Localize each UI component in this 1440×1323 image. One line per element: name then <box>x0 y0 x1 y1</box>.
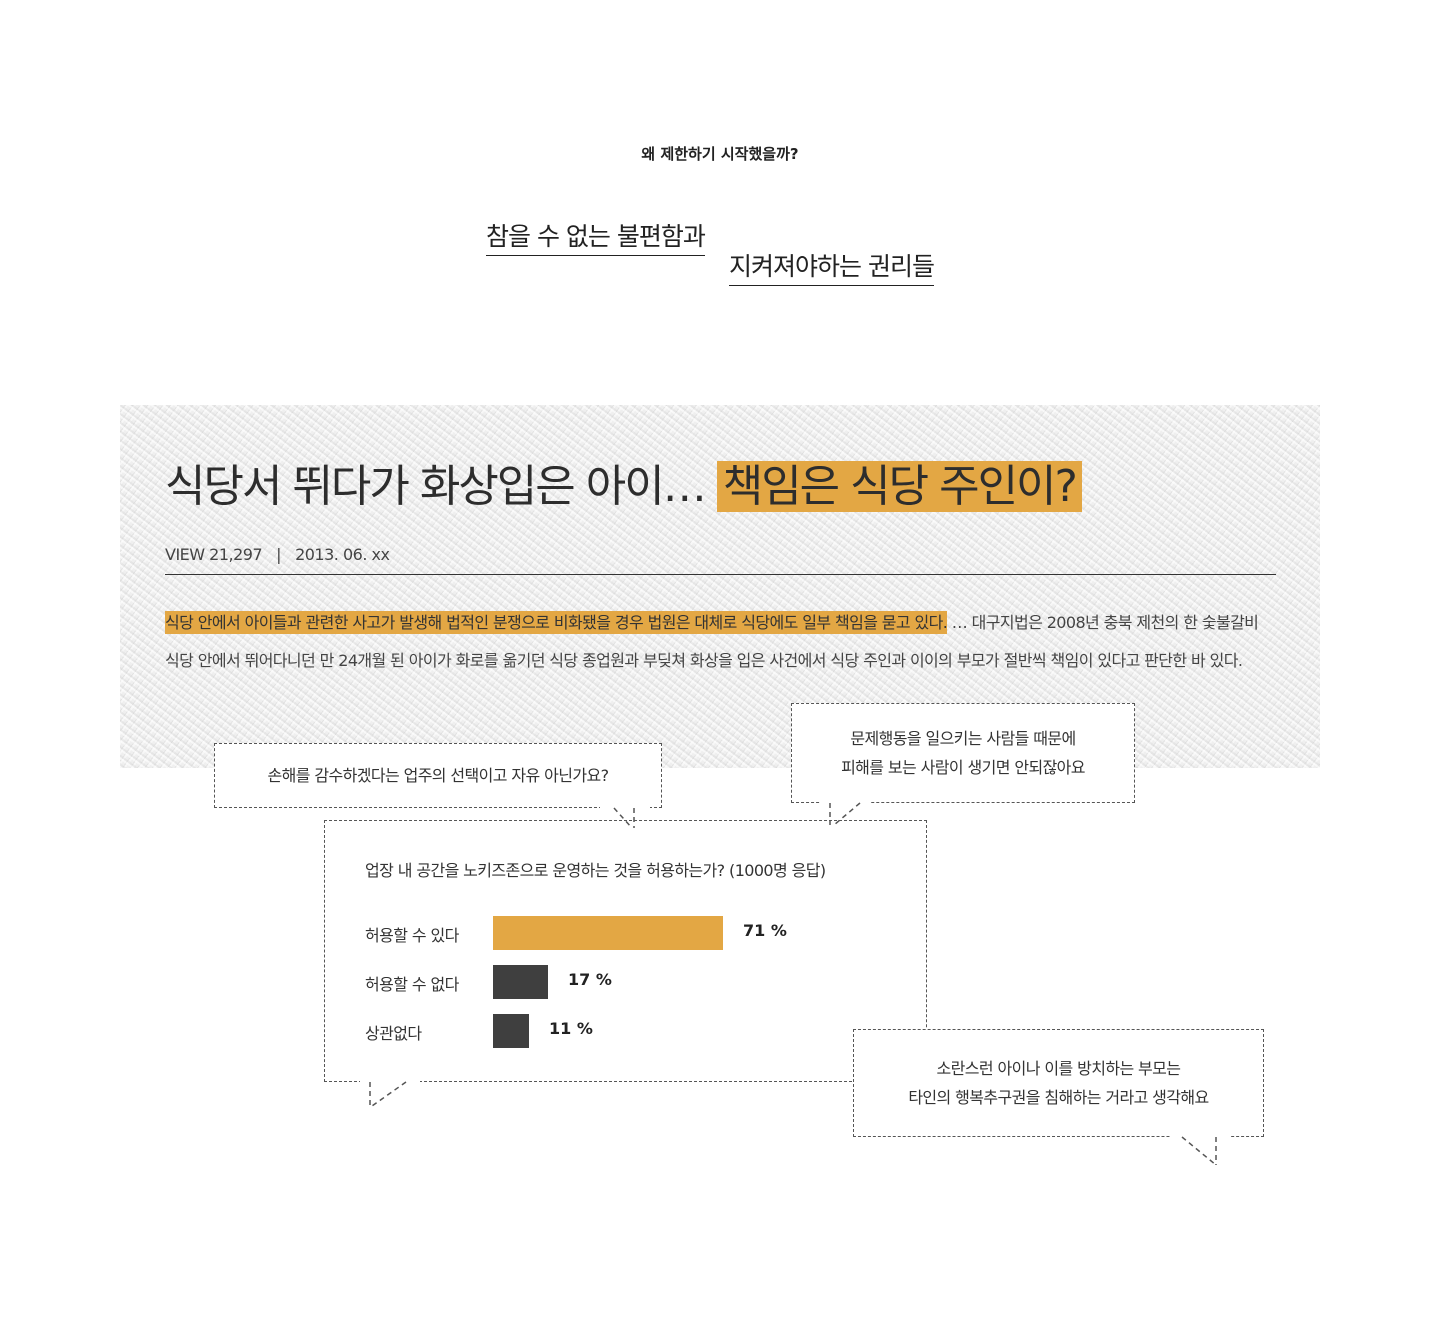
article-date: 2013. 06. xx <box>295 545 390 564</box>
poll-option-bar <box>493 965 548 999</box>
section-headline-line2: 지켜져야하는 권리들 <box>729 249 935 286</box>
view-count: VIEW 21,297 <box>165 545 263 564</box>
poll-option-label: 허용할 수 없다 <box>365 975 459 994</box>
poll-option-row: 허용할 수 있다 71 % <box>365 916 905 950</box>
section-eyebrow: 왜 제한하기 시작했을까? <box>641 145 799 163</box>
poll-option-bar <box>493 1014 529 1048</box>
poll-option-row: 상관없다 11 % <box>365 1014 905 1048</box>
article-body-rest: … 대구지법은 2008년 충북 제천의 한 숯불갈비 식당 안에서 뛰어다니던… <box>165 613 1259 670</box>
speech-bubble-bottom-line2: 타인의 행복추구권을 침해하는 거라고 생각해요 <box>908 1088 1209 1107</box>
poll-option-label: 허용할 수 있다 <box>365 926 459 945</box>
section-headline-line1: 참을 수 없는 불편함과 <box>486 219 706 256</box>
speech-bubble-bottom: 소란스런 아이나 이를 방치하는 부모는 타인의 행복추구권을 침해하는 거라고… <box>853 1029 1264 1137</box>
article-title-plain: 식당서 뛰다가 화상입은 아이… <box>165 461 717 512</box>
poll-option-value: 17 % <box>568 970 612 989</box>
poll-box: 업장 내 공간을 노키즈존으로 운영하는 것을 허용하는가? (1000명 응답… <box>324 820 927 1082</box>
speech-bubble-right-tail <box>820 801 870 826</box>
speech-bubble-left-text: 손해를 감수하겠다는 업주의 선택이고 자유 아닌가요? <box>267 766 610 785</box>
article-meta: VIEW 21,297 | 2013. 06. xx <box>165 545 390 564</box>
poll-box-tail <box>360 1080 420 1107</box>
article-body-highlight: 식당 안에서 아이들과 관련한 사고가 발생해 법적인 분쟁으로 비화됐을 경우… <box>165 611 948 634</box>
poll-option-value: 71 % <box>743 921 787 940</box>
article-title: 식당서 뛰다가 화상입은 아이… 책임은 식당 주인이? <box>165 458 1082 516</box>
poll-option-row: 허용할 수 없다 17 % <box>365 965 905 999</box>
poll-option-label: 상관없다 <box>365 1024 422 1043</box>
poll-option-bar <box>493 916 723 950</box>
speech-bubble-right-line2: 피해를 보는 사람이 생기면 안되잖아요 <box>841 758 1085 777</box>
speech-bubble-left: 손해를 감수하겠다는 업주의 선택이고 자유 아닌가요? <box>214 743 662 808</box>
meta-divider <box>165 574 1276 575</box>
speech-bubble-right-line1: 문제행동을 일으키는 사람들 때문에 <box>850 729 1076 748</box>
poll-question: 업장 내 공간을 노키즈존으로 운영하는 것을 허용하는가? (1000명 응답… <box>365 861 826 880</box>
meta-separator: | <box>276 545 282 564</box>
poll-option-value: 11 % <box>549 1019 593 1038</box>
speech-bubble-left-tail <box>600 806 650 829</box>
article-title-highlight: 책임은 식당 주인이? <box>716 461 1082 512</box>
article-body: 식당 안에서 아이들과 관련한 사고가 발생해 법적인 분쟁으로 비화됐을 경우… <box>165 604 1276 680</box>
speech-bubble-right: 문제행동을 일으키는 사람들 때문에 피해를 보는 사람이 생기면 안되잖아요 <box>791 703 1135 803</box>
speech-bubble-bottom-tail <box>1170 1135 1230 1166</box>
speech-bubble-bottom-line1: 소란스런 아이나 이를 방치하는 부모는 <box>936 1059 1181 1078</box>
